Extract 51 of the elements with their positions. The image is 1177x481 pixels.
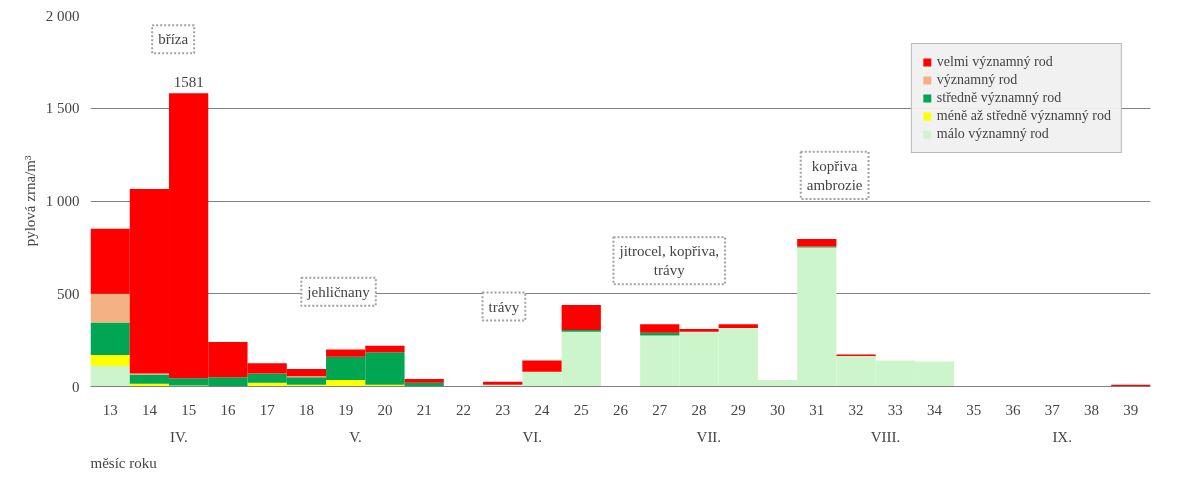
- x-tick-label: 30: [770, 401, 786, 418]
- text: IV.: [170, 428, 188, 445]
- text: V.: [349, 428, 362, 445]
- x-tick-label: 14: [141, 401, 158, 418]
- x-tick-label: 33: [887, 401, 903, 418]
- y-tick-label: 1 500: [45, 100, 80, 117]
- legend-label: středně významný rod: [936, 90, 1062, 106]
- x-tick-label: 25: [573, 401, 589, 418]
- legend-label: velmi významný rod: [936, 54, 1053, 70]
- legend-label: méně až středně významný rod: [936, 108, 1111, 124]
- annotation: trávy: [488, 298, 520, 315]
- x-tick-label: 29: [730, 401, 746, 418]
- legend-label: málo významný rod: [936, 126, 1049, 142]
- text: VI.: [522, 428, 542, 445]
- total-label: 1581: [173, 74, 204, 91]
- x-tick-label: 35: [966, 401, 982, 418]
- x-tick-label: 17: [259, 401, 276, 418]
- x-tick-label: 24: [534, 401, 550, 418]
- text: IX.: [1052, 428, 1072, 445]
- x-tick-label: 38: [1084, 401, 1100, 418]
- x-tick-label: 16: [220, 401, 236, 418]
- x-tick-label: 15: [181, 401, 197, 418]
- y-tick-label: 2 000: [45, 7, 80, 24]
- x-tick-label: 37: [1044, 401, 1061, 418]
- x-tick-label: 36: [1005, 401, 1022, 418]
- x-tick-label: 27: [652, 401, 668, 418]
- x-axis-title: měsíc roku: [90, 454, 158, 471]
- y-tick-label: 500: [57, 285, 80, 302]
- legend-label: významný rod: [936, 72, 1018, 88]
- x-tick-label: 22: [455, 401, 471, 418]
- y-tick-label: 1 000: [45, 193, 80, 209]
- x-tick-label: 39: [1123, 401, 1139, 418]
- text: VII.: [696, 428, 722, 445]
- x-tick-label: 20: [377, 401, 393, 418]
- x-tick-label: 31: [809, 401, 825, 418]
- y-axis-title: pylová zrna/m³: [21, 155, 38, 247]
- annotation: jehličnany: [306, 283, 371, 300]
- annotation: kopřiva ambrozie: [806, 157, 863, 194]
- text: VIII.: [870, 428, 901, 445]
- annotation: jitrocel, kopřiva, trávy: [618, 243, 720, 279]
- x-tick-label: 26: [613, 401, 629, 418]
- y-tick-label: 0: [72, 378, 80, 395]
- annotation: bříza: [158, 31, 189, 48]
- x-tick-label: 18: [298, 401, 314, 418]
- x-tick-label: 19: [338, 401, 354, 418]
- x-tick-label: 13: [102, 401, 118, 418]
- x-tick-label: 23: [495, 401, 511, 418]
- x-tick-label: 34: [927, 401, 943, 418]
- x-tick-label: 32: [848, 401, 864, 418]
- x-tick-label: 28: [691, 401, 707, 418]
- x-tick-label: 21: [416, 401, 432, 418]
